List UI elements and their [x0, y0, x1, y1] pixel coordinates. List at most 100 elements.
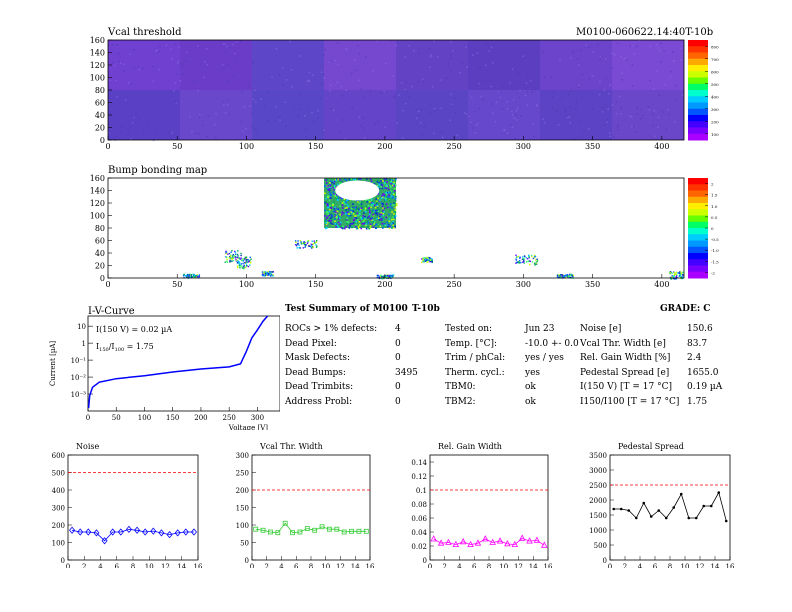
bump-palette-cell — [688, 178, 708, 185]
vcal-pixel — [114, 135, 117, 137]
vcal-pixel — [504, 129, 506, 131]
chart-title: Vcal Thr. Width — [259, 442, 323, 451]
vcal-pixel — [570, 57, 572, 59]
bump-pixel — [304, 244, 306, 246]
chart-point — [504, 540, 511, 547]
vcal-pixel — [559, 59, 561, 62]
bump-pixel — [384, 200, 386, 202]
bump-pixel — [368, 211, 371, 213]
vcal-pixel — [299, 93, 302, 95]
bump-pixel — [335, 216, 338, 218]
vcal-pixel — [580, 135, 583, 138]
vcal-pixel — [652, 88, 655, 90]
bump-pixel — [390, 181, 392, 184]
bump-pixel — [561, 276, 564, 279]
bump-pixel — [308, 245, 311, 247]
bump-pixel — [272, 271, 275, 273]
bump-pixel — [390, 186, 392, 188]
bump-pixel — [196, 275, 198, 278]
bump-pixel — [341, 202, 344, 204]
vcal-pixel — [155, 132, 157, 135]
bump-pixel — [325, 223, 328, 226]
vcal-pixel — [620, 106, 623, 109]
bump-pixel — [334, 210, 337, 213]
chart-point — [363, 528, 369, 534]
bump-pixel — [528, 255, 530, 258]
bump-pixel — [310, 244, 313, 246]
bump-pixel — [681, 273, 683, 276]
bump-pixel — [334, 178, 337, 181]
vcal-palette-label: 700 — [711, 57, 719, 62]
vcal-palette-cell — [688, 83, 708, 91]
bump-pixel — [334, 206, 337, 209]
bump-palette-cell — [688, 228, 708, 235]
summary-col3-value: 150.6 — [687, 324, 713, 334]
bump-pixel — [366, 209, 369, 211]
bump-pixel — [374, 212, 377, 214]
vcal-pixel — [198, 116, 201, 118]
bump-pixel — [267, 270, 269, 273]
vcal-pixel — [501, 86, 504, 89]
bump-pixel — [516, 256, 518, 258]
bump-pixel — [327, 196, 329, 198]
bump-xtick-label: 100 — [239, 280, 254, 289]
bump-xtick-label: 350 — [585, 280, 600, 289]
bump-pixel — [383, 179, 386, 181]
vcal-pixel — [199, 63, 202, 65]
bump-pixel — [244, 258, 246, 261]
chart-point — [430, 535, 437, 542]
chart-ytick-label: 50 — [240, 540, 249, 548]
vcal-pixel — [581, 73, 584, 76]
bump-pixel — [234, 255, 237, 258]
bump-pixel — [384, 197, 386, 200]
vcal-pixel — [436, 56, 439, 58]
bump-pixel — [196, 276, 199, 278]
bump-pixel — [377, 208, 380, 210]
bump-pixel — [354, 216, 356, 219]
bump-pixel — [384, 187, 386, 189]
bump-pixel — [327, 189, 330, 191]
vcal-pixel — [588, 78, 591, 81]
vcal-pixel — [396, 122, 398, 124]
vcal-pixel — [598, 93, 601, 96]
vcal-pixel — [576, 58, 579, 60]
bump-pixel — [345, 211, 348, 214]
vcal-pixel — [631, 45, 634, 47]
vcal-pixel — [342, 119, 344, 121]
bump-pixel — [572, 274, 575, 277]
bump-pixel — [359, 202, 361, 204]
vcal-pixel — [142, 129, 145, 132]
vcal-pixel — [330, 84, 332, 87]
bump-pixel — [268, 274, 270, 276]
bump-pixel — [669, 271, 672, 274]
bump-pixel — [680, 271, 682, 273]
bump-pixel — [267, 271, 269, 274]
summary-col2-label: TBM0: — [445, 382, 476, 392]
chart-point — [687, 516, 691, 520]
bump-pixel — [535, 262, 537, 264]
vcal-pixel — [282, 67, 284, 69]
vcal-pixel — [470, 96, 473, 99]
vcal-pixel — [497, 90, 500, 93]
vcal-pixel — [171, 58, 173, 60]
bump-pixel — [376, 217, 378, 220]
bump-pixel — [340, 226, 343, 229]
bump-pixel — [373, 214, 376, 217]
vcal-palette-cell — [688, 58, 708, 66]
chart-xtick-label: 6 — [115, 563, 120, 568]
vcal-pixel — [491, 103, 493, 105]
vcal-pixel — [298, 79, 300, 81]
chart-xtick-label: 0 — [608, 563, 612, 568]
vcal-pixel — [604, 58, 607, 60]
vcal-pixel — [278, 115, 281, 118]
bump-pixel — [315, 246, 318, 248]
bump-pixel — [350, 178, 353, 180]
vcal-palette-cell — [688, 77, 708, 85]
bump-pixel — [376, 209, 379, 212]
bump-pixel — [382, 213, 385, 215]
bump-pixel — [326, 195, 329, 197]
bump-pixel — [391, 207, 393, 209]
bump-pixel — [373, 204, 376, 207]
vcal-pixel — [515, 114, 517, 116]
vcal-pixel — [159, 45, 161, 48]
